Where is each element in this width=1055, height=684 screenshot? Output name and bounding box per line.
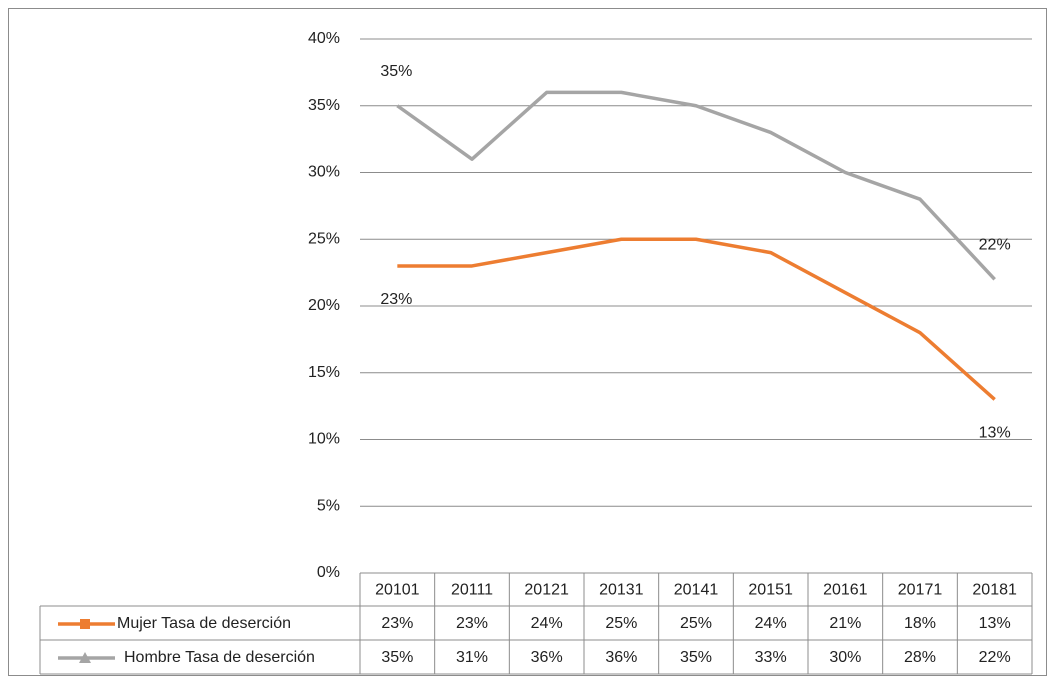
x-tick-label: 20101 [375, 582, 420, 599]
table-value: 25% [680, 615, 712, 632]
table-value: 33% [755, 649, 787, 666]
data-label: 22% [979, 237, 1011, 254]
legend-label: Hombre Tasa de deserción [124, 649, 315, 666]
x-tick-label: 20161 [823, 582, 868, 599]
data-label: 35% [380, 63, 412, 80]
y-tick-label: 15% [308, 364, 340, 381]
x-tick-label: 20171 [898, 582, 943, 599]
y-tick-label: 5% [317, 497, 340, 514]
chart-border [8, 8, 1047, 676]
table-value: 30% [829, 649, 861, 666]
x-tick-label: 20151 [748, 582, 793, 599]
series-line [397, 237, 996, 401]
data-label: 23% [380, 291, 412, 308]
x-tick-label: 20131 [599, 582, 644, 599]
y-tick-label: 40% [308, 30, 340, 47]
table-value: 23% [456, 615, 488, 632]
legend-marker [79, 652, 91, 663]
y-tick-label: 0% [317, 564, 340, 581]
table-value: 23% [381, 615, 413, 632]
table-value: 24% [531, 615, 563, 632]
table-value: 36% [531, 649, 563, 666]
x-tick-label: 20121 [524, 582, 569, 599]
y-tick-label: 25% [308, 230, 340, 247]
table-value: 22% [979, 649, 1011, 666]
table-value: 24% [755, 615, 787, 632]
y-tick-label: 30% [308, 164, 340, 181]
x-tick-label: 20111 [451, 582, 493, 599]
x-tick-label: 20181 [972, 582, 1017, 599]
y-tick-label: 35% [308, 97, 340, 114]
table-value: 31% [456, 649, 488, 666]
legend-marker [80, 619, 90, 629]
x-tick-label: 20141 [674, 582, 719, 599]
legend-label: Mujer Tasa de deserción [117, 615, 291, 632]
y-tick-label: 10% [308, 431, 340, 448]
table-value: 25% [605, 615, 637, 632]
table-value: 35% [381, 649, 413, 666]
table-value: 18% [904, 615, 936, 632]
table-value: 35% [680, 649, 712, 666]
table-value: 36% [605, 649, 637, 666]
table-value: 13% [979, 615, 1011, 632]
table-value: 21% [829, 615, 861, 632]
series-line [396, 90, 996, 281]
y-tick-label: 20% [308, 297, 340, 314]
table-value: 28% [904, 649, 936, 666]
data-label: 13% [979, 425, 1011, 442]
